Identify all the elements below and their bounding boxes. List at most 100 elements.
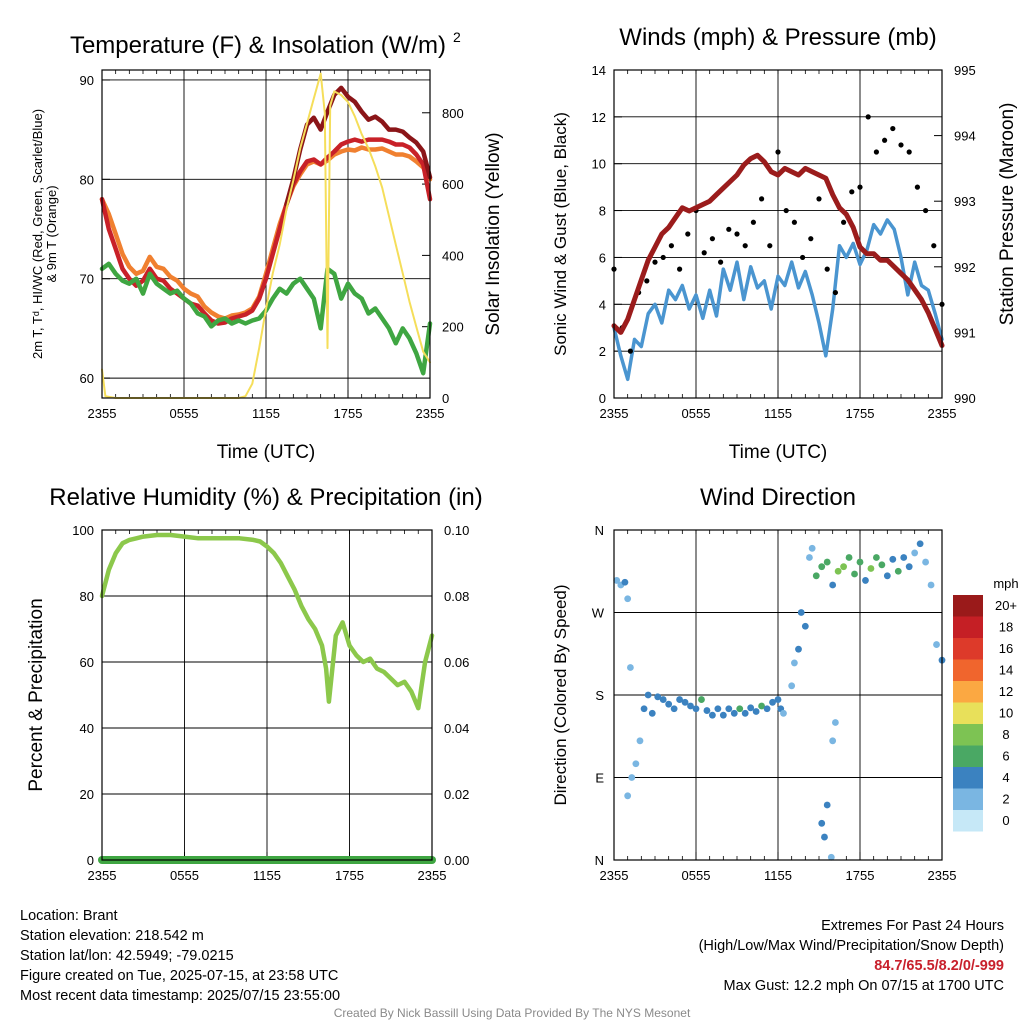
direction-point: [725, 705, 733, 713]
extremes-title: Extremes For Past 24 Hours: [821, 918, 1004, 934]
x-axis-label: Time (UTC): [729, 442, 828, 463]
direction-point: [676, 696, 683, 703]
x-tick-label: 2355: [928, 868, 957, 883]
direction-point: [894, 567, 902, 575]
y-tick-label: S: [595, 688, 604, 703]
y-tick-label-left: 90: [80, 73, 94, 88]
gust-point: [775, 149, 781, 155]
legend-label: 8: [1002, 727, 1009, 742]
direction-point: [659, 696, 667, 703]
y-tick-label-right: 994: [954, 129, 976, 144]
y-axis-label-text: Sonic Wind & Gust (Blue, Black): [551, 112, 570, 356]
gust-point: [718, 259, 724, 265]
extremes-panel: Extremes For Past 24 Hours (High/Low/Max…: [699, 916, 1004, 996]
legend-label: 10: [999, 706, 1013, 721]
legend-swatch: [953, 681, 983, 703]
y-axis-label-text: Solar Insolation (Yellow): [483, 132, 504, 335]
x-tick-label: 2355: [88, 868, 117, 883]
direction-point: [747, 704, 755, 712]
y-tick-label-right: 800: [442, 106, 464, 121]
y-tick-label-left: 4: [599, 297, 606, 312]
latlon-text: Station lat/lon: 42.5949; -79.0215: [20, 948, 234, 964]
gust-point: [791, 219, 798, 225]
direction-point: [862, 577, 869, 584]
y-tick-label-left: 12: [592, 110, 606, 125]
x-tick-label: 0555: [170, 406, 199, 421]
direction-point: [840, 563, 847, 571]
direction-point: [736, 705, 744, 713]
plot-frame: [613, 69, 943, 399]
legend-swatch: [953, 638, 983, 660]
direction-point: [834, 567, 842, 575]
direction-point: [878, 561, 886, 569]
direction-point: [818, 819, 826, 827]
direction-point: [867, 565, 875, 572]
y-tick-label-left: 70: [80, 272, 94, 287]
direction-point: [719, 711, 727, 719]
legend-label: 12: [999, 684, 1013, 699]
y-tick-label-left: 8: [599, 204, 606, 219]
y-tick-label-left: 20: [80, 787, 94, 802]
x-tick-label: 0555: [682, 868, 711, 883]
x-tick-label: 1155: [252, 406, 280, 421]
gust-point: [709, 236, 716, 242]
direction-point: [709, 711, 716, 719]
gust-point: [857, 184, 863, 190]
x-tick-label: 2355: [928, 406, 957, 421]
legend-label: 4: [1002, 770, 1009, 785]
gust-point: [832, 289, 839, 296]
x-tick-label: 1755: [334, 406, 363, 421]
humidity-chart: 2355 0555 1155 1755 23550204060801000.000.02…: [26, 484, 483, 883]
legend-swatch: [953, 767, 983, 789]
y-tick-label-left: 40: [80, 721, 94, 736]
direction-point: [644, 691, 652, 699]
direction-point: [654, 693, 662, 701]
gust-point: [759, 196, 765, 202]
gust-point: [668, 243, 675, 249]
extremes-subtitle: (High/Low/Max Wind/Precipitation/Snow De…: [698, 938, 1004, 954]
direction-point: [845, 554, 853, 561]
legend-label: 16: [999, 641, 1013, 656]
y-tick-label-right: 400: [442, 248, 464, 263]
series-line: [611, 152, 945, 348]
legend-swatch: [953, 659, 983, 681]
winds-chart: 2355 0555 1155 1755 235502468101214990991992…: [551, 24, 1018, 463]
x-tick-label: 2355: [600, 406, 629, 421]
x-tick-label: 1155: [764, 406, 792, 421]
gust-point: [914, 184, 921, 190]
gust-point: [627, 348, 634, 354]
gust-point: [660, 254, 666, 261]
series-line: [99, 137, 433, 326]
legend-swatch: [953, 616, 983, 638]
direction-point: [703, 707, 711, 714]
y-tick-label-right: 991: [954, 325, 976, 340]
direction-point: [818, 563, 826, 571]
direction-point: [769, 698, 776, 706]
direction-point: [628, 774, 636, 781]
y-tick-label-right: 0.04: [444, 721, 469, 736]
direction-point: [823, 558, 831, 566]
gust-point: [734, 231, 740, 237]
legend-swatch: [953, 724, 983, 746]
direction-point: [681, 698, 689, 706]
direction-point: [797, 609, 805, 616]
direction-point: [621, 578, 629, 586]
chart-title: Winds (mph) & Pressure (mb): [619, 24, 936, 51]
direction-point: [808, 544, 816, 552]
legend-swatch: [953, 702, 983, 724]
direction-point: [883, 572, 891, 580]
x-axis-label: Time (UTC): [217, 442, 316, 463]
legend-label: 20+: [995, 598, 1017, 613]
gust-point: [800, 254, 806, 261]
direction-point: [821, 833, 828, 841]
direction-point: [823, 801, 831, 809]
direction-point: [648, 709, 656, 717]
x-tick-label: 2355: [600, 868, 629, 883]
created-text: Figure created on Tue, 2025-07-15, at 23…: [20, 968, 339, 984]
y-tick-label-right: 990: [954, 391, 976, 406]
direction-point: [827, 853, 835, 861]
y-tick-label-right: 600: [442, 177, 464, 192]
y-tick-label: W: [592, 606, 605, 621]
direction-point: [873, 554, 880, 561]
